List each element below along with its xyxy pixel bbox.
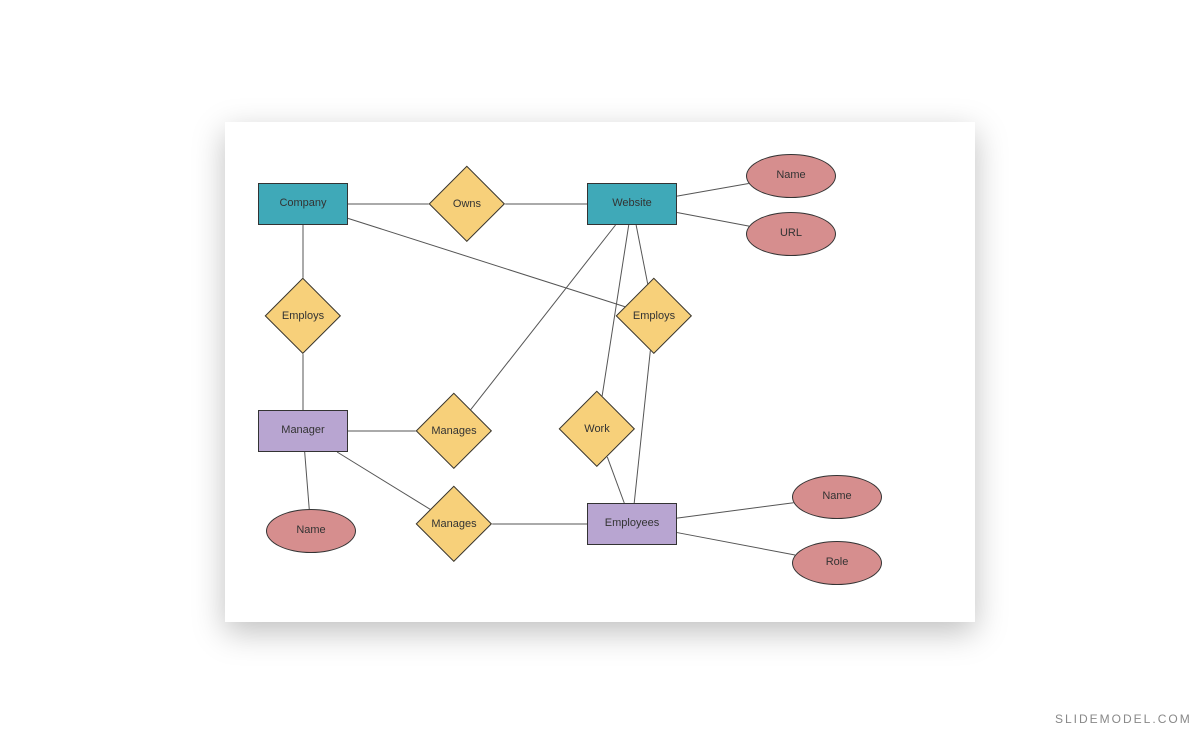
entity-website: Website bbox=[587, 183, 677, 225]
entity-manager: Manager bbox=[258, 410, 348, 452]
relationship-label: Manages bbox=[431, 425, 476, 437]
edge bbox=[677, 533, 795, 555]
diagram-canvas: Company Website Manager Employees Owns Employ… bbox=[225, 122, 975, 622]
watermark-text: SLIDEMODEL.COM bbox=[1055, 712, 1192, 726]
relationship-label: Manages bbox=[431, 518, 476, 530]
relationship-label: Owns bbox=[453, 198, 481, 210]
relationship-label: Work bbox=[584, 423, 609, 435]
relationship-label: Employs bbox=[633, 310, 675, 322]
edge bbox=[634, 351, 650, 503]
attribute-attr_role: Role bbox=[792, 541, 882, 585]
relationship-owns: Owns bbox=[429, 166, 505, 242]
edge bbox=[471, 225, 616, 410]
attribute-attr_name_web: Name bbox=[746, 154, 836, 198]
relationship-employs2: Employs bbox=[616, 278, 692, 354]
edge bbox=[677, 503, 794, 518]
entity-company: Company bbox=[258, 183, 348, 225]
attribute-attr_url: URL bbox=[746, 212, 836, 256]
attribute-attr_name_emp: Name bbox=[792, 475, 882, 519]
edge bbox=[677, 212, 749, 226]
attribute-attr_name_mgr: Name bbox=[266, 509, 356, 553]
edge bbox=[636, 225, 648, 284]
entity-employees: Employees bbox=[587, 503, 677, 545]
relationship-manages2: Manages bbox=[416, 486, 492, 562]
relationship-work: Work bbox=[559, 391, 635, 467]
relationship-manages1: Manages bbox=[416, 393, 492, 469]
relationship-employs1: Employs bbox=[265, 278, 341, 354]
edge bbox=[677, 183, 749, 196]
edge bbox=[305, 452, 310, 509]
relationship-label: Employs bbox=[282, 310, 324, 322]
